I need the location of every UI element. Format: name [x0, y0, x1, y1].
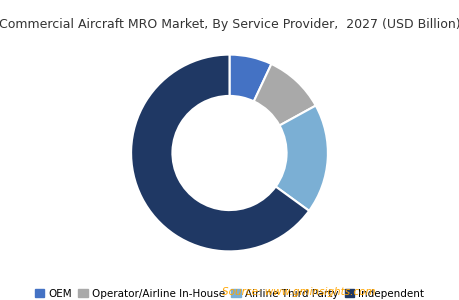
Legend: OEM, Operator/Airline In-House, Airline Third Party, Independent: OEM, Operator/Airline In-House, Airline … [31, 284, 428, 300]
Wedge shape [131, 55, 309, 251]
Wedge shape [254, 64, 316, 125]
Wedge shape [276, 106, 328, 211]
Wedge shape [230, 55, 271, 101]
Text: Source: www.gminsights.com: Source: www.gminsights.com [222, 287, 375, 297]
Text: Commercial Aircraft MRO Market, By Service Provider,  2027 (USD Billion): Commercial Aircraft MRO Market, By Servi… [0, 18, 459, 31]
